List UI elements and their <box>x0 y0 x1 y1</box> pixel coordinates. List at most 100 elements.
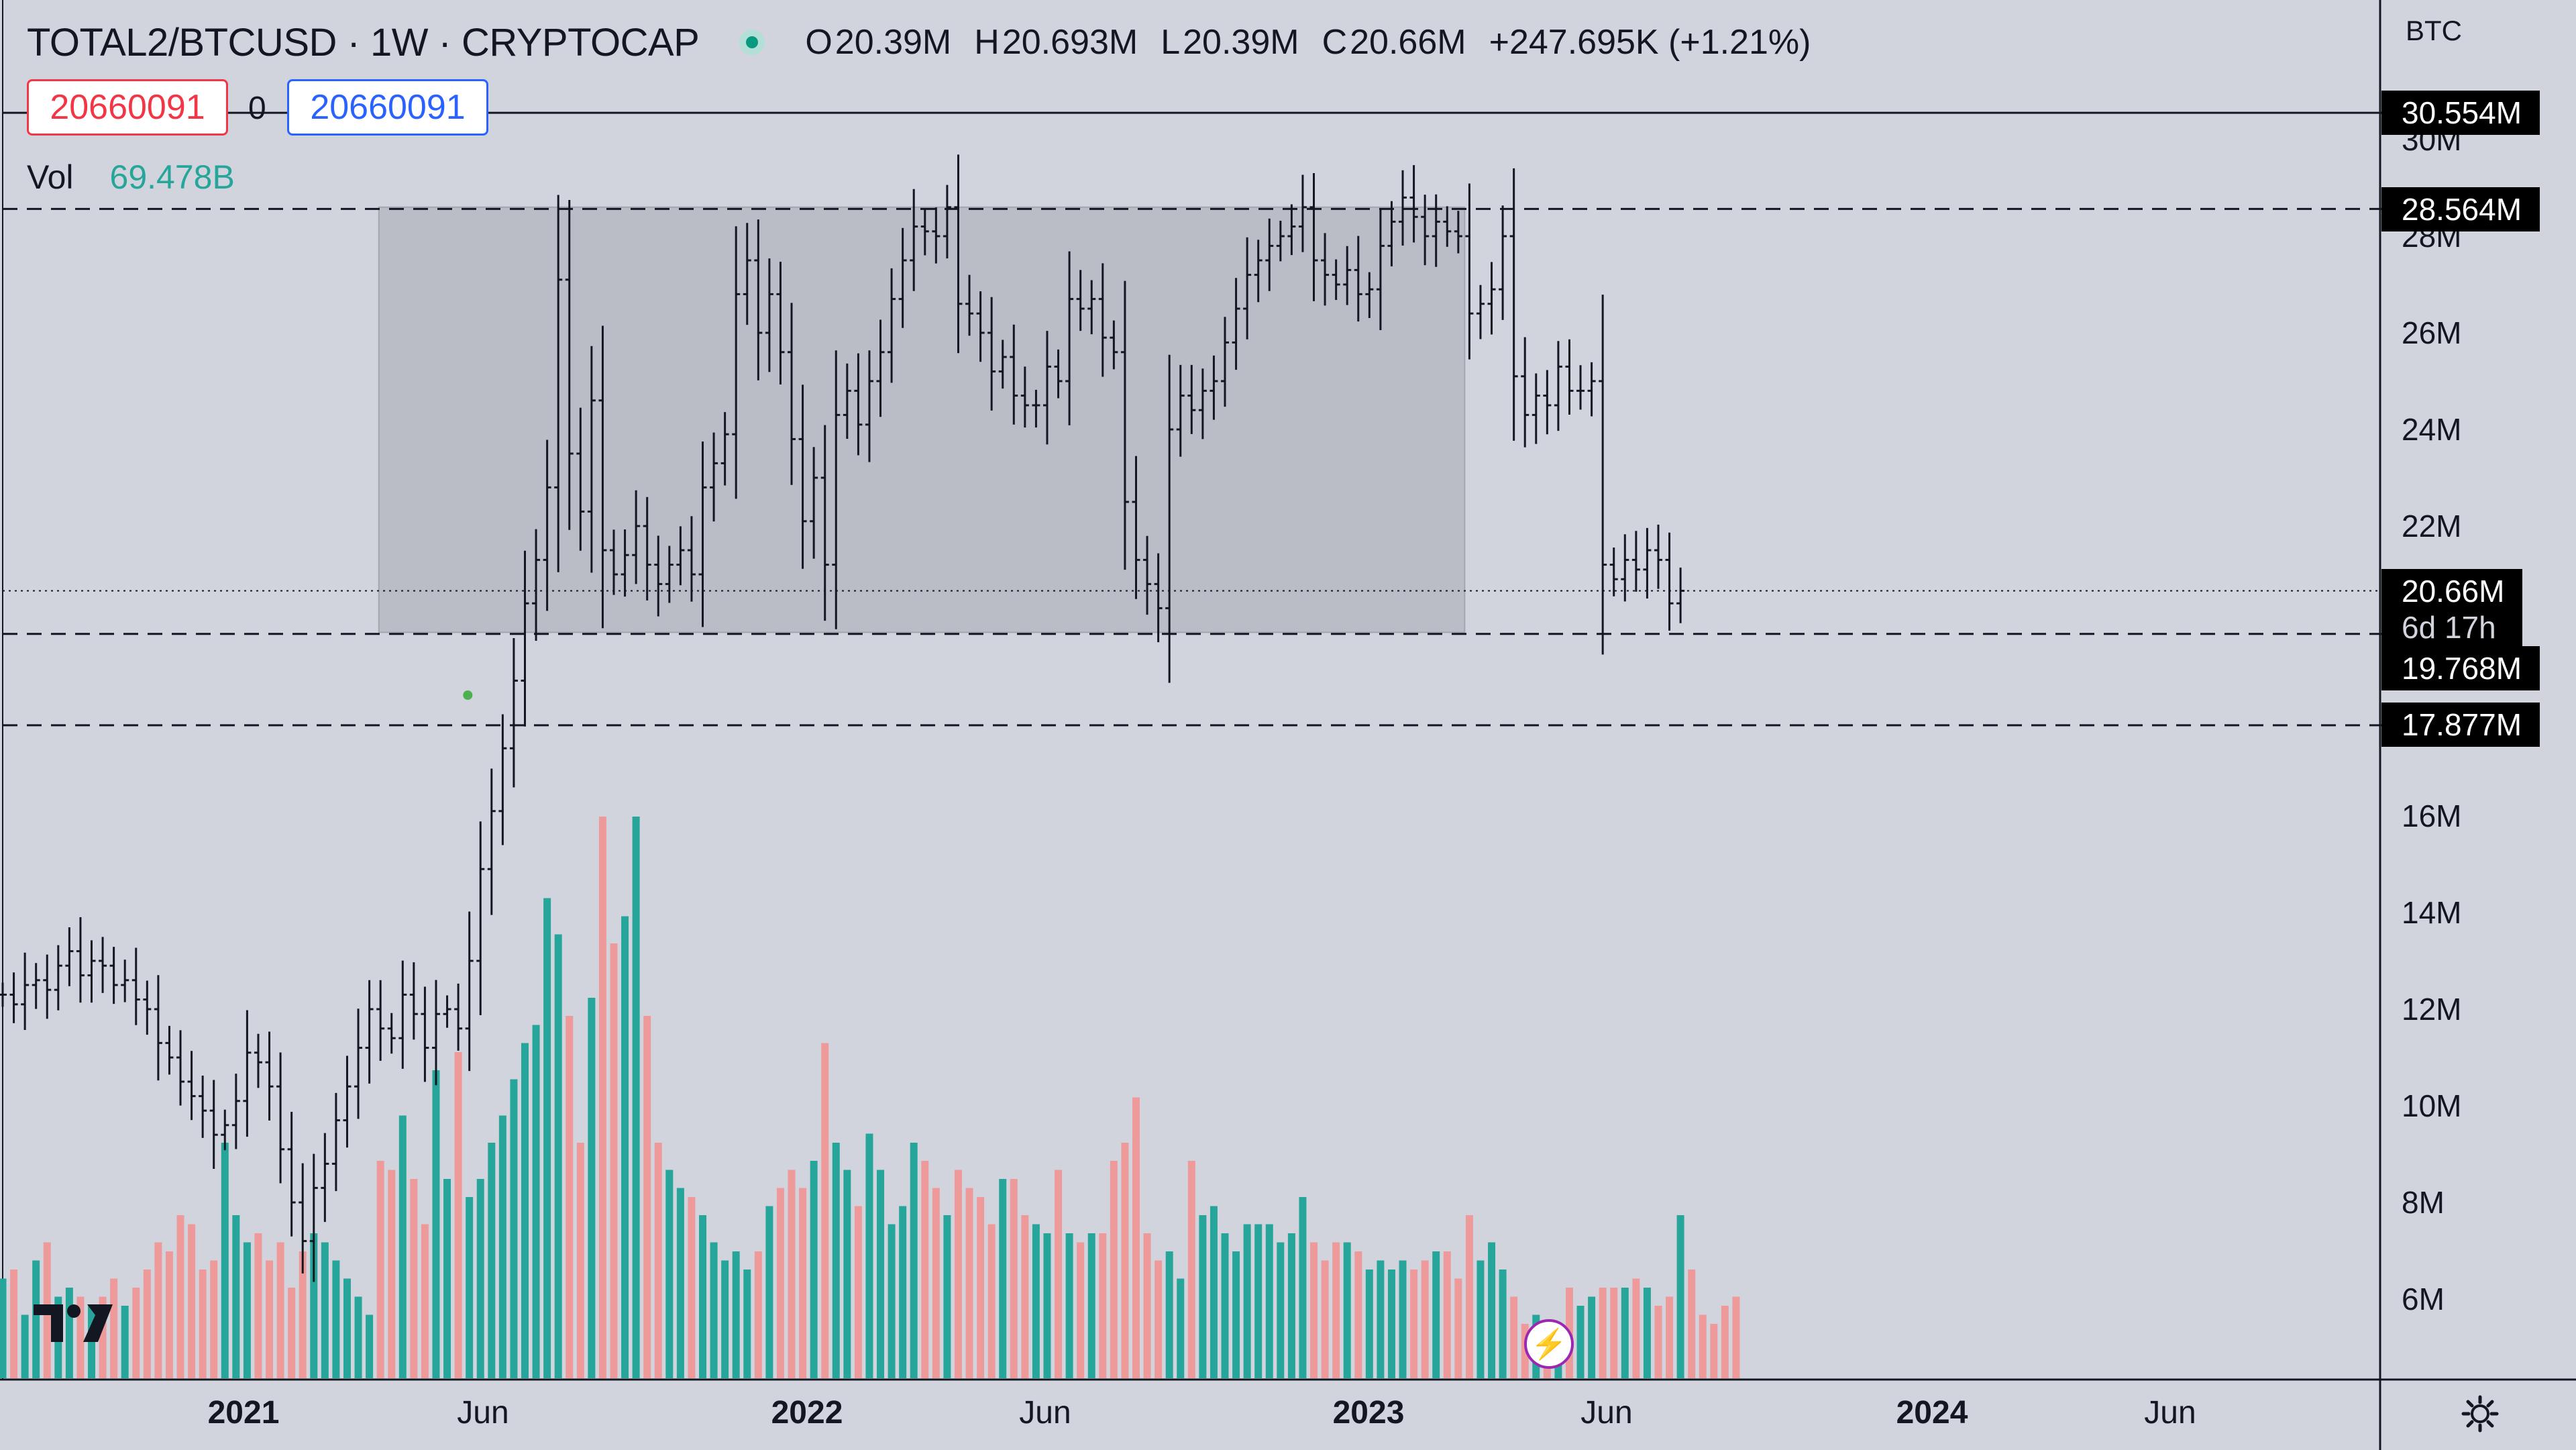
volume-bar <box>1699 1314 1707 1378</box>
exchange-label: CRYPTOCAP <box>461 20 700 64</box>
volume-bar <box>943 1215 951 1378</box>
volume-bar <box>1510 1296 1518 1378</box>
volume-bar <box>1221 1233 1229 1378</box>
volume-bar <box>1377 1260 1385 1378</box>
chart-header: TOTAL2/BTCUSD · 1W · CRYPTOCAP O20.39M H2… <box>27 12 1811 72</box>
volume-bar <box>1332 1242 1340 1378</box>
volume-bar <box>776 1188 784 1378</box>
volume-bar <box>821 1043 829 1378</box>
volume-bar <box>1110 1161 1118 1378</box>
volume-bar <box>1032 1224 1040 1378</box>
close-value: 20.66M <box>1350 23 1466 62</box>
volume-bar <box>398 1115 407 1378</box>
volume-bar <box>188 1224 196 1378</box>
volume-bar <box>1010 1179 1018 1378</box>
volume-bar <box>1588 1296 1596 1378</box>
volume-bar <box>1077 1242 1085 1378</box>
symbol-title[interactable]: TOTAL2/BTCUSD · 1W · CRYPTOCAP <box>27 20 700 64</box>
volume-bar <box>343 1278 351 1378</box>
volume-bar <box>1688 1270 1696 1378</box>
volume-bar <box>1732 1296 1740 1378</box>
volume-bar <box>332 1260 340 1378</box>
volume-bar <box>799 1188 807 1378</box>
volume-bar <box>199 1270 207 1378</box>
volume-bar <box>654 1143 662 1378</box>
volume-bar <box>665 1170 674 1378</box>
volume-bar <box>1265 1224 1273 1378</box>
volume-bar <box>1243 1224 1251 1378</box>
volume-bar <box>1187 1161 1195 1378</box>
volume-bar <box>21 1314 29 1378</box>
volume-bar <box>1666 1296 1674 1378</box>
volume-bar <box>1043 1233 1051 1378</box>
time-tick: 2021 <box>207 1395 280 1431</box>
lightning-bolt-icon[interactable]: ⚡ <box>1524 1319 1574 1369</box>
low-value: 20.39M <box>1183 23 1299 62</box>
volume-bar <box>1232 1251 1240 1378</box>
level-tag[interactable]: 30.554M <box>2381 91 2540 135</box>
volume-bar <box>1610 1288 1618 1378</box>
volume-bar <box>65 1288 73 1378</box>
volume-bar <box>610 943 618 1378</box>
volume-bar <box>921 1161 929 1378</box>
sell-price-button[interactable]: 20660091 <box>27 79 228 136</box>
time-tick: 2024 <box>1896 1395 1968 1431</box>
time-tick: Jun <box>457 1395 509 1431</box>
spread-value: 0 <box>248 91 266 126</box>
volume-bar <box>410 1179 418 1378</box>
volume-bar <box>965 1188 973 1378</box>
volume-bar <box>865 1133 873 1378</box>
volume-bar <box>643 1016 651 1378</box>
volume-bar <box>621 916 629 1378</box>
volume-bar <box>910 1143 918 1378</box>
tradingview-logo-icon[interactable] <box>34 1302 114 1351</box>
volume-bar <box>1299 1197 1307 1378</box>
volume-bar <box>987 1224 996 1378</box>
level-tag[interactable]: 17.877M <box>2381 703 2540 747</box>
volume-bar <box>843 1170 851 1378</box>
low-label: L <box>1161 23 1181 62</box>
volume-bar <box>1132 1097 1140 1378</box>
volume-bar <box>1099 1233 1107 1378</box>
volume-bar <box>121 1306 129 1378</box>
volume-bar <box>954 1170 962 1378</box>
volume-bar <box>243 1242 251 1378</box>
gear-icon[interactable] <box>2459 1393 2501 1435</box>
volume-bar <box>1354 1251 1362 1378</box>
volume-bar <box>310 1233 318 1378</box>
volume-bar <box>1365 1270 1373 1378</box>
volume-bar <box>1387 1270 1395 1378</box>
volume-bar <box>1254 1224 1263 1378</box>
volume-bar <box>588 998 596 1378</box>
volume-bar <box>532 1025 540 1378</box>
current-price-value: 20.66M <box>2402 574 2505 609</box>
volume-bar <box>688 1197 696 1378</box>
price-tick: 6M <box>2402 1282 2445 1316</box>
volume-bar <box>1199 1215 1207 1378</box>
volume-bar <box>543 898 551 1378</box>
current-price-tag[interactable]: 20.66M 6d 17h <box>2381 569 2522 647</box>
volume-bar <box>76 1296 85 1378</box>
volume-bar <box>476 1179 484 1378</box>
volume-bar <box>299 1251 307 1378</box>
level-tag[interactable]: 19.768M <box>2381 646 2540 690</box>
volume-bar <box>354 1296 362 1378</box>
volume-bar <box>521 1043 529 1378</box>
signal-dot <box>463 690 473 700</box>
buy-price-button[interactable]: 20660091 <box>287 79 488 136</box>
volume-bar <box>888 1224 896 1378</box>
volume-bar <box>421 1224 429 1378</box>
volume-bar <box>999 1179 1007 1378</box>
close-label: C <box>1322 23 1348 62</box>
market-status-icon <box>739 30 765 55</box>
price-tick: 14M <box>2402 895 2462 930</box>
volume-bar <box>710 1242 718 1378</box>
volume-legend[interactable]: Vol 69.478B <box>27 158 235 197</box>
volume-bar <box>598 817 606 1378</box>
price-tick: 22M <box>2402 509 2462 543</box>
volume-bar <box>810 1161 818 1378</box>
time-tick: 2023 <box>1332 1395 1405 1431</box>
level-tag[interactable]: 28.564M <box>2381 187 2540 231</box>
high-label: H <box>974 23 1000 62</box>
